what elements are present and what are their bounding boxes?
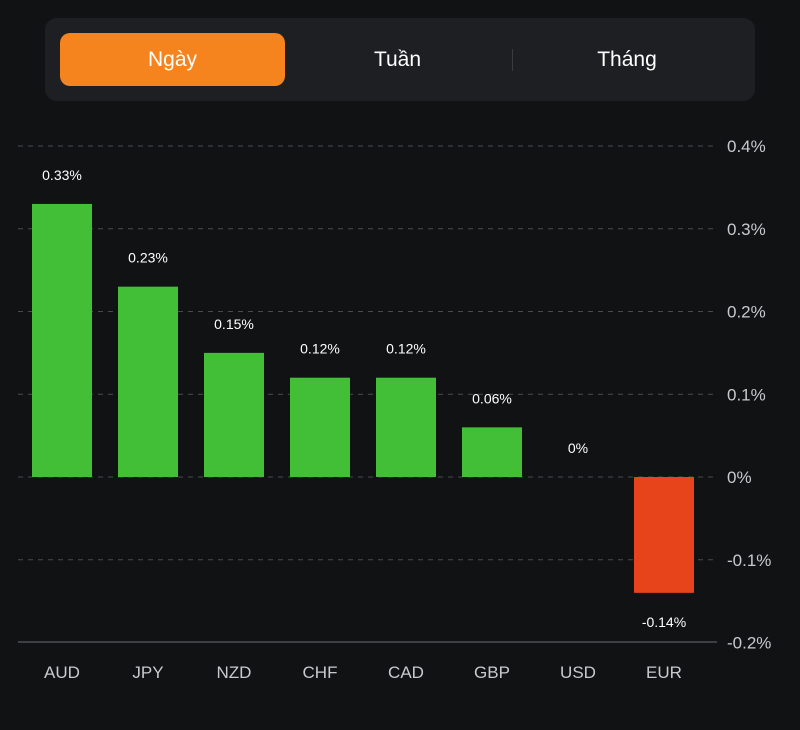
x-axis: AUD JPY NZD CHF CAD GBP USD EUR	[44, 663, 682, 682]
x-tick-label: JPY	[132, 663, 163, 682]
bar-aud	[32, 203, 92, 478]
value-label: 0.06%	[472, 390, 512, 406]
value-label: 0.23%	[128, 250, 168, 266]
y-tick-label: 0.3%	[727, 220, 766, 239]
x-tick-label: CHF	[303, 663, 338, 682]
x-tick-label: CAD	[388, 663, 424, 682]
value-label: 0.33%	[42, 167, 82, 183]
tab-day[interactable]: Ngày	[60, 33, 285, 86]
bar-jpy	[118, 286, 178, 477]
value-label: 0%	[568, 440, 588, 456]
y-tick-label: -0.2%	[727, 634, 771, 653]
y-tick-label: 0%	[727, 468, 752, 487]
value-label: 0.12%	[300, 341, 340, 357]
value-label: 0.12%	[386, 341, 426, 357]
x-tick-label: EUR	[646, 663, 682, 682]
period-selector: Ngày Tuần Tháng	[45, 18, 755, 101]
tab-month[interactable]: Tháng	[597, 47, 657, 71]
x-tick-label: AUD	[44, 663, 80, 682]
y-tick-label: 0.1%	[727, 385, 766, 404]
value-labels: 0.33% 0.23% 0.15% 0.12% 0.12% 0.06% 0% -0.14%	[42, 167, 686, 630]
x-tick-label: USD	[560, 663, 596, 682]
bar-chf	[290, 377, 350, 477]
grid-lines	[18, 145, 717, 561]
value-label: 0.15%	[214, 316, 254, 332]
y-tick-label: -0.1%	[727, 551, 771, 570]
tab-divider	[512, 49, 513, 71]
y-tick-label: 0.2%	[727, 303, 766, 322]
bar-eur	[634, 477, 694, 593]
bar-cad	[376, 377, 436, 477]
x-tick-label: GBP	[474, 663, 510, 682]
bar-nzd	[204, 352, 264, 477]
x-tick-label: NZD	[217, 663, 252, 682]
y-axis: 0.4% 0.3% 0.2% 0.1% 0% -0.1% -0.2%	[727, 137, 771, 653]
bars	[32, 203, 694, 593]
tab-week[interactable]: Tuần	[373, 47, 422, 71]
value-label: -0.14%	[642, 614, 686, 630]
y-tick-label: 0.4%	[727, 137, 766, 156]
bar-gbp	[462, 427, 522, 477]
